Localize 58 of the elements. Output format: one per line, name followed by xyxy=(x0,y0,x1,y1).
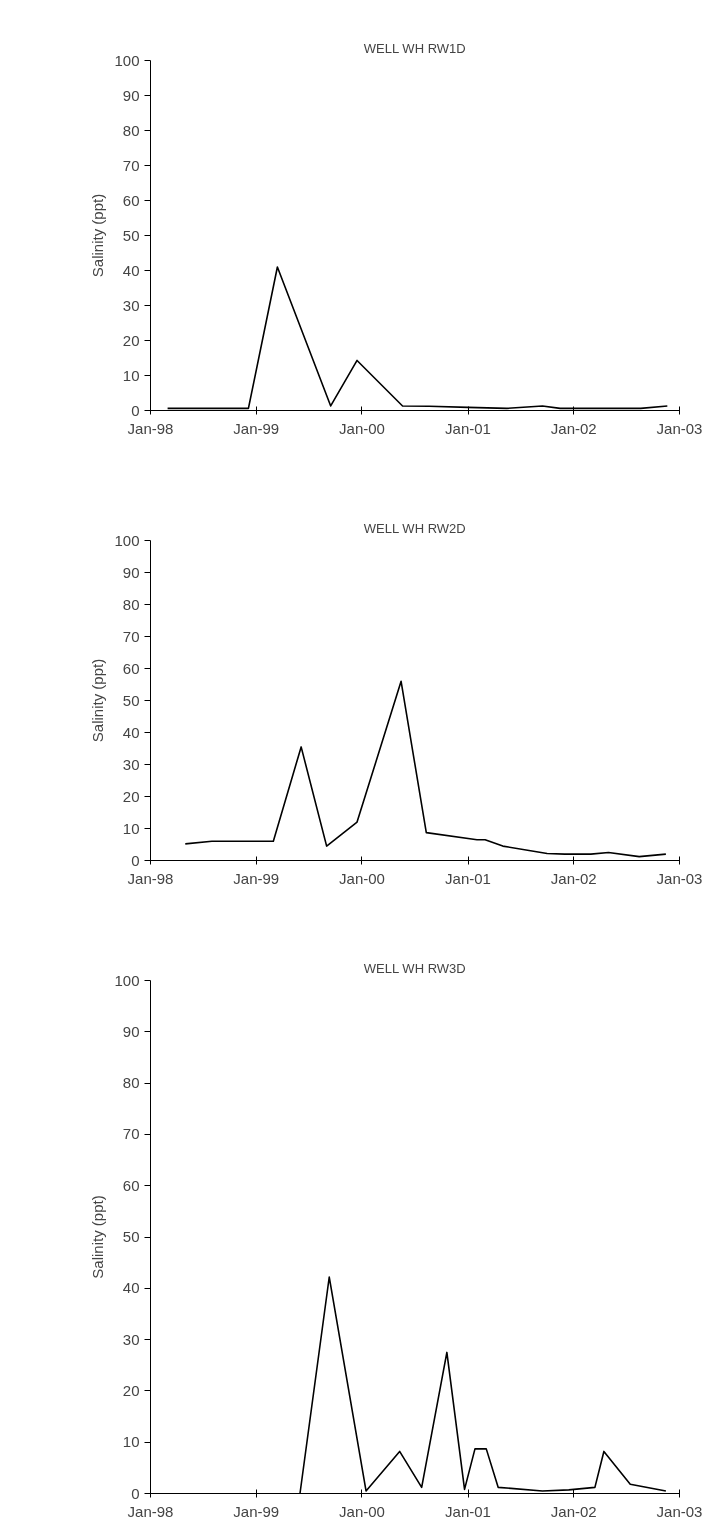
y-tick-label: 0 xyxy=(131,401,140,419)
y-tick-label: 80 xyxy=(122,595,140,613)
y-tick-label: 10 xyxy=(122,366,140,384)
y-tick-label: 90 xyxy=(122,1022,140,1040)
y-tick-label: 50 xyxy=(122,1228,140,1245)
x-tick-label: Jan-98 xyxy=(127,869,174,887)
x-tick-label: Jan-98 xyxy=(127,419,174,437)
y-tick-label: 80 xyxy=(122,1074,140,1092)
x-tick-label: Jan-02 xyxy=(550,1502,597,1520)
x-tick-label: Jan-99 xyxy=(233,869,280,887)
y-tick-label: 80 xyxy=(122,121,140,139)
y-tick-label: 40 xyxy=(122,723,140,741)
x-tick-label: Jan-00 xyxy=(339,1502,385,1520)
y-tick-label: 30 xyxy=(122,296,140,314)
y-tick-label: 100 xyxy=(114,51,140,69)
y-tick-label: 50 xyxy=(122,691,140,709)
x-tick-label: Jan-01 xyxy=(445,419,491,437)
x-tick-label: Jan-98 xyxy=(127,1502,174,1520)
y-tick-label: 50 xyxy=(122,226,140,244)
y-tick-label: 10 xyxy=(122,1433,140,1451)
x-tick-label: Jan-99 xyxy=(233,419,280,437)
y-tick-label: 20 xyxy=(122,331,140,349)
y-tick-label: 30 xyxy=(122,1330,140,1348)
x-tick-label: Jan-02 xyxy=(550,869,597,887)
x-tick-label: Jan-03 xyxy=(656,1502,703,1520)
chart-title: WELL WH RW3D xyxy=(363,960,466,976)
y-axis-title: Salinity (ppt) xyxy=(89,1195,107,1279)
y-tick-label: 60 xyxy=(122,659,140,677)
y-tick-label: 60 xyxy=(122,1176,140,1194)
y-tick-label: 90 xyxy=(122,563,140,581)
y-tick-label: 0 xyxy=(131,1484,140,1502)
y-tick-label: 70 xyxy=(122,627,140,645)
y-tick-label: 40 xyxy=(122,261,140,279)
chart-title: WELL WH RW1D xyxy=(363,40,466,56)
x-tick-label: Jan-03 xyxy=(656,869,703,887)
y-tick-label: 70 xyxy=(122,1125,140,1143)
y-tick-label: 20 xyxy=(122,787,140,805)
x-tick-label: Jan-01 xyxy=(445,1502,491,1520)
y-axis-title: Salinity (ppt) xyxy=(89,193,107,278)
x-tick-label: Jan-01 xyxy=(445,869,491,887)
y-tick-label: 30 xyxy=(122,755,140,773)
y-tick-label: 0 xyxy=(131,851,140,869)
chart-title: WELL WH RW2D xyxy=(363,520,466,536)
x-tick-label: Jan-00 xyxy=(339,419,385,437)
x-tick-label: Jan-00 xyxy=(339,869,385,887)
y-tick-label: 10 xyxy=(122,819,140,837)
y-tick-label: 60 xyxy=(122,191,140,209)
y-tick-label: 90 xyxy=(122,86,140,104)
x-tick-label: Jan-02 xyxy=(550,419,597,437)
x-tick-label: Jan-03 xyxy=(656,419,703,437)
line-series xyxy=(184,680,667,858)
y-tick-label: 40 xyxy=(122,1279,140,1297)
x-tick-label: Jan-99 xyxy=(233,1502,280,1520)
y-tick-label: 100 xyxy=(114,971,140,989)
y-tick-label: 100 xyxy=(114,531,140,549)
y-tick-label: 20 xyxy=(122,1381,140,1399)
y-axis-title: Salinity (ppt) xyxy=(89,658,107,743)
y-tick-label: 70 xyxy=(122,156,140,174)
